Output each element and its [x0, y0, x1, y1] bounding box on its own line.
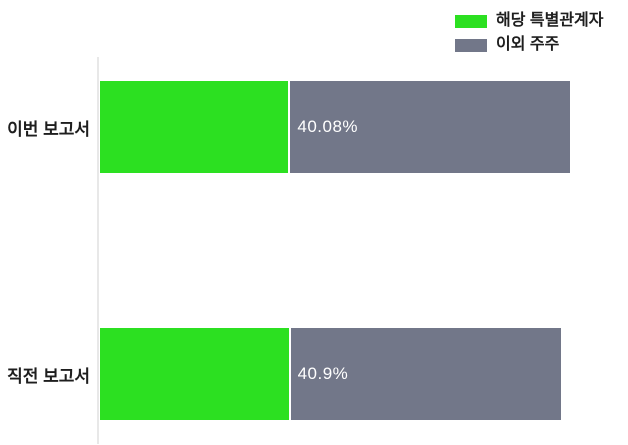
bar-row-previous-report: 직전 보고서 40.9% [0, 328, 628, 420]
value-label: 40.9% [297, 364, 349, 383]
bar-track: 40.9% [100, 328, 562, 420]
bar-segment-special-related [100, 81, 289, 173]
category-label-current: 이번 보고서 [7, 119, 90, 139]
bar-row-current-report: 이번 보고서 40.08% [0, 81, 628, 173]
legend-label-special: 해당 특별관계자 [496, 12, 604, 29]
legend-swatch-gray [455, 38, 487, 52]
legend-item-special: 해당 특별관계자 [455, 12, 604, 29]
legend-swatch-green [455, 14, 487, 28]
legend-item-others: 이외 주주 [455, 36, 604, 53]
value-label: 40.08% [297, 117, 359, 136]
y-axis-line [97, 57, 99, 444]
bar-segment-other-shareholders: 40.9% [290, 328, 562, 420]
bar-segment-other-shareholders: 40.08% [290, 81, 570, 173]
bar-track: 40.08% [100, 81, 570, 173]
chart-legend: 해당 특별관계자 이외 주주 [455, 12, 604, 62]
bar-segment-special-related [100, 328, 289, 420]
legend-label-others: 이외 주주 [496, 36, 560, 53]
category-label-previous: 직전 보고서 [7, 366, 90, 386]
